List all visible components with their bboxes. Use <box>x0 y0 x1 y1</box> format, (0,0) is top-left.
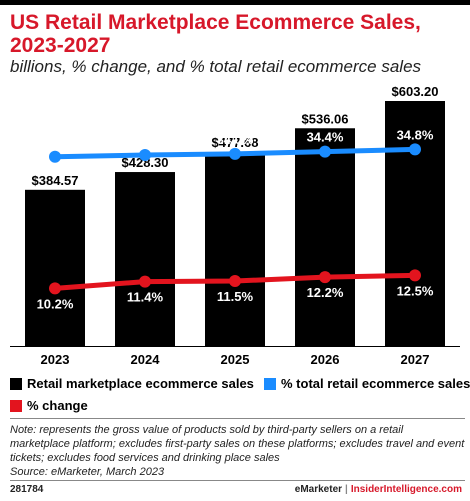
point-change-2024 <box>139 275 151 288</box>
x-tick-2024: 2024 <box>131 352 161 367</box>
point-change-2027 <box>409 269 421 282</box>
chart-area: $384.57 $428.30 $477.68 $536.06 $603.20 33.5%… <box>10 84 460 367</box>
point-label-change-2027: 12.5% <box>397 283 434 298</box>
point-label-share-2026: 34.4% <box>307 130 344 145</box>
bar-label-2027: $603.20 <box>392 84 439 99</box>
legend-swatch-change <box>10 399 22 412</box>
point-label-share-2027: 34.8% <box>397 127 434 142</box>
source-text: Source: eMarketer, March 2023 <box>10 466 165 478</box>
point-share-2023 <box>49 150 61 163</box>
bar-label-2026: $536.06 <box>302 111 349 126</box>
bar-2024 <box>115 172 175 346</box>
point-label-change-2024: 11.4% <box>127 290 164 305</box>
top-rule <box>0 0 470 5</box>
point-share-2024 <box>139 149 151 162</box>
point-share-2025 <box>229 147 241 160</box>
bar-2027 <box>385 101 445 346</box>
point-label-share-2024: 33.8% <box>127 133 164 148</box>
footer-divider <box>10 480 465 481</box>
point-change-2025 <box>229 275 241 288</box>
point-share-2026 <box>319 145 331 158</box>
legend-item-share: % total retail ecommerce sales <box>264 376 470 391</box>
footer-brand: eMarketer | InsiderIntelligence.com <box>295 484 462 495</box>
legend-swatch-share <box>264 377 276 390</box>
point-share-2027 <box>409 143 421 156</box>
point-label-share-2023: 33.5% <box>37 135 74 150</box>
chart-subtitle: billions, % change, and % total retail e… <box>10 57 422 76</box>
point-label-change-2023: 10.2% <box>37 296 74 311</box>
legend-swatch-sales <box>10 377 22 390</box>
bar-2025 <box>205 151 265 346</box>
x-tick-2026: 2026 <box>311 352 340 367</box>
legend-label-change: % change <box>27 398 88 413</box>
site-link[interactable]: InsiderIntelligence.com <box>350 484 462 495</box>
brand-name: eMarketer <box>294 484 343 495</box>
legend-item-sales: Retail marketplace ecommerce sales <box>10 376 254 391</box>
chart-id: 281784 <box>10 484 44 495</box>
legend-divider <box>10 418 465 419</box>
bar-2023 <box>25 189 85 346</box>
note-text: Note: represents the gross value of prod… <box>10 424 465 464</box>
point-label-share-2025: 34.0% <box>217 132 254 147</box>
legend-label-share: % total retail ecommerce sales <box>281 376 470 391</box>
point-label-change-2026: 12.2% <box>307 285 344 300</box>
bar-label-2025: $477.68 <box>212 135 259 150</box>
chart-title: US Retail Marketplace Ecommerce Sales, 2… <box>10 11 421 57</box>
bar-2026 <box>295 128 355 346</box>
brand-separator: | <box>345 484 348 495</box>
x-tick-2023: 2023 <box>41 352 70 367</box>
point-change-2023 <box>49 282 61 295</box>
legend-item-change: % change <box>10 398 88 413</box>
x-tick-2025: 2025 <box>221 352 250 367</box>
x-tick-2027: 2027 <box>401 352 430 367</box>
point-change-2026 <box>319 271 331 284</box>
legend-label-sales: Retail marketplace ecommerce sales <box>27 376 254 391</box>
footnote: Note: represents the gross value of prod… <box>10 423 465 479</box>
point-label-change-2025: 11.5% <box>217 289 254 304</box>
bar-label-2024: $428.30 <box>122 155 169 170</box>
bar-label-2023: $384.57 <box>32 173 79 188</box>
